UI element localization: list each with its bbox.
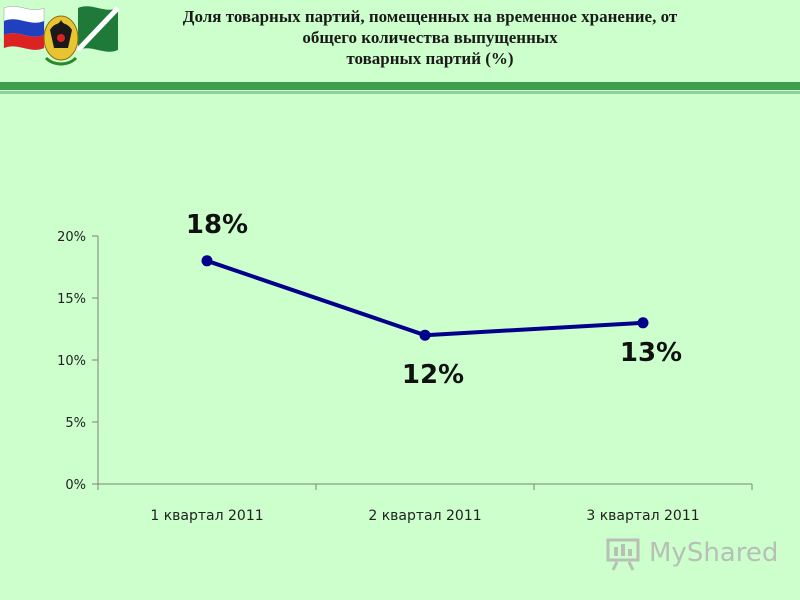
presentation-board-icon	[606, 538, 640, 571]
series-line	[206, 258, 644, 338]
title-line-2: общего количества выпущенных	[302, 28, 558, 47]
header-divider-bar-light	[0, 91, 800, 94]
x-tick-label: 3 квартал 2011	[586, 508, 699, 524]
y-tick-label: 20%	[57, 230, 86, 245]
y-tick-label: 0%	[65, 478, 86, 493]
x-tick-label: 1 квартал 2011	[150, 508, 263, 524]
header-divider-bar	[0, 82, 800, 90]
data-label: 12%	[402, 360, 464, 390]
data-point	[201, 255, 213, 267]
data-point	[637, 317, 649, 329]
slide-header: Доля товарных партий, помещенных на врем…	[0, 0, 800, 94]
title-line-3: товарных партий (%)	[346, 49, 514, 68]
x-tick-label: 2 квартал 2011	[368, 508, 481, 524]
watermark: MyShared	[605, 536, 779, 572]
title-line-1: Доля товарных партий, помещенных на врем…	[182, 7, 678, 26]
y-tick-label: 10%	[57, 354, 86, 369]
russia-flag-emblem-icon	[3, 6, 120, 66]
y-tick-label: 5%	[65, 416, 86, 431]
y-tick-label: 15%	[57, 292, 86, 307]
data-point	[419, 329, 431, 341]
watermark-text: MyShared	[649, 538, 779, 568]
data-label: 13%	[620, 338, 682, 368]
data-label: 18%	[186, 210, 248, 240]
slide-title: Доля товарных партий, помещенных на врем…	[120, 6, 740, 69]
